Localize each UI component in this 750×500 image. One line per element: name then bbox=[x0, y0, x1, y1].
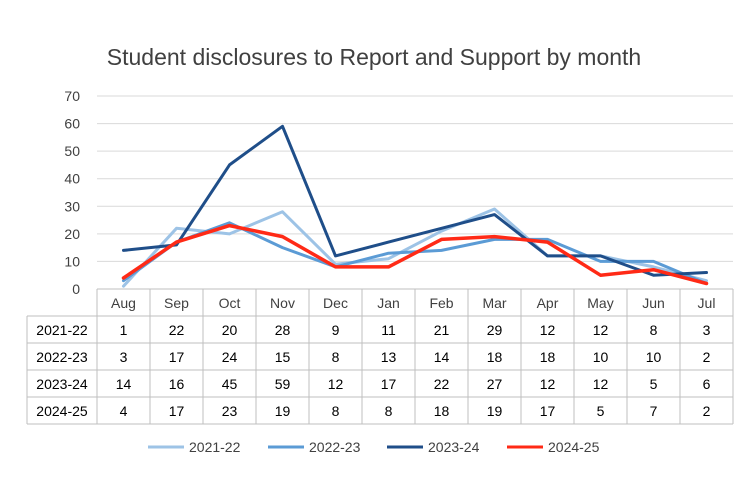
table-cell: 2 bbox=[703, 403, 711, 419]
table-cell: 2 bbox=[703, 349, 711, 365]
table-cell: 9 bbox=[332, 322, 340, 338]
table-cell: 22 bbox=[169, 322, 185, 338]
x-tick-label: Jun bbox=[642, 295, 665, 311]
table-cell: 14 bbox=[434, 349, 450, 365]
legend-item: 2023-24 bbox=[387, 439, 480, 455]
table-row-label: 2022-23 bbox=[36, 349, 88, 365]
table-row-label: 2024-25 bbox=[36, 403, 88, 419]
table-cell: 12 bbox=[328, 376, 344, 392]
table-cell: 8 bbox=[650, 322, 658, 338]
table-cell: 23 bbox=[222, 403, 238, 419]
table-cell: 8 bbox=[385, 403, 393, 419]
table-cell: 17 bbox=[169, 349, 185, 365]
table-cell: 16 bbox=[169, 376, 185, 392]
legend: 2021-22 2022-23 2023-24 2024-25 bbox=[148, 439, 600, 455]
table-cell: 7 bbox=[650, 403, 658, 419]
x-tick-label: Sep bbox=[164, 295, 189, 311]
table-cell: 13 bbox=[381, 349, 397, 365]
table-cell: 14 bbox=[116, 376, 132, 392]
table-row-label: 2023-24 bbox=[36, 376, 88, 392]
table-cell: 17 bbox=[540, 403, 556, 419]
legend-item: 2024-25 bbox=[507, 439, 600, 455]
table-cell: 12 bbox=[540, 322, 556, 338]
x-tick-label: Dec bbox=[323, 295, 348, 311]
table-cell: 17 bbox=[381, 376, 397, 392]
table-cell: 19 bbox=[275, 403, 291, 419]
table-cell: 15 bbox=[275, 349, 291, 365]
x-tick-label: Apr bbox=[537, 295, 559, 311]
series-line-2023-24 bbox=[122, 124, 708, 277]
table-cell: 22 bbox=[434, 376, 450, 392]
chart-title: Student disclosures to Report and Suppor… bbox=[107, 44, 641, 70]
series-line-2024-25 bbox=[121, 223, 709, 286]
legend-item: 2021-22 bbox=[148, 439, 241, 455]
table-cell: 10 bbox=[646, 349, 662, 365]
table-cell: 29 bbox=[487, 322, 503, 338]
table-cell: 59 bbox=[275, 376, 291, 392]
y-tick-label: 40 bbox=[64, 171, 80, 187]
x-tick-label: Aug bbox=[111, 295, 136, 311]
y-tick-label: 50 bbox=[64, 143, 80, 159]
table-cell: 24 bbox=[222, 349, 238, 365]
x-tick-label: May bbox=[587, 295, 613, 311]
y-tick-label: 0 bbox=[72, 281, 80, 297]
y-tick-label: 70 bbox=[64, 88, 80, 104]
table-cell: 19 bbox=[487, 403, 503, 419]
legend-item: 2022-23 bbox=[268, 439, 361, 455]
y-axis-labels: 0 10 20 30 40 50 60 70 bbox=[64, 88, 80, 297]
table-cell: 45 bbox=[222, 376, 238, 392]
table-cell: 18 bbox=[487, 349, 503, 365]
y-tick-label: 30 bbox=[64, 198, 80, 214]
series-lines bbox=[121, 124, 709, 288]
table-cell: 8 bbox=[332, 403, 340, 419]
table-cell: 28 bbox=[275, 322, 291, 338]
x-tick-label: Nov bbox=[270, 295, 295, 311]
legend-label: 2022-23 bbox=[309, 439, 361, 455]
table-cell: 11 bbox=[381, 322, 396, 338]
table-cell: 3 bbox=[703, 322, 711, 338]
table-cell: 4 bbox=[120, 403, 128, 419]
table-cell: 21 bbox=[434, 322, 450, 338]
table-cell: 1 bbox=[120, 322, 128, 338]
table-cell: 10 bbox=[593, 349, 609, 365]
x-tick-label: Mar bbox=[482, 295, 506, 311]
x-tick-label: Jan bbox=[377, 295, 400, 311]
x-tick-label: Jul bbox=[698, 295, 716, 311]
table-row-label: 2021-22 bbox=[36, 322, 88, 338]
table-cell: 5 bbox=[650, 376, 658, 392]
table-cell: 17 bbox=[169, 403, 185, 419]
table-cell: 20 bbox=[222, 322, 238, 338]
table-cell: 6 bbox=[703, 376, 711, 392]
x-tick-label: Oct bbox=[219, 295, 241, 311]
legend-label: 2023-24 bbox=[428, 439, 480, 455]
table-cell: 5 bbox=[597, 403, 605, 419]
legend-label: 2024-25 bbox=[548, 439, 600, 455]
y-tick-label: 20 bbox=[64, 226, 80, 242]
table-cell: 18 bbox=[540, 349, 556, 365]
legend-label: 2021-22 bbox=[189, 439, 241, 455]
table-cell: 27 bbox=[487, 376, 503, 392]
table-cell: 3 bbox=[120, 349, 128, 365]
data-table: Aug Sep Oct Nov Dec Jan Feb Mar Apr May Jun Jul2021… bbox=[26, 288, 734, 425]
table-cell: 12 bbox=[540, 376, 556, 392]
table-cell: 8 bbox=[332, 349, 340, 365]
table-cell: 12 bbox=[593, 322, 609, 338]
y-tick-label: 60 bbox=[64, 116, 80, 132]
x-tick-label: Feb bbox=[429, 295, 453, 311]
y-tick-label: 10 bbox=[64, 253, 80, 269]
table-cell: 18 bbox=[434, 403, 450, 419]
table-cell: 12 bbox=[593, 376, 609, 392]
